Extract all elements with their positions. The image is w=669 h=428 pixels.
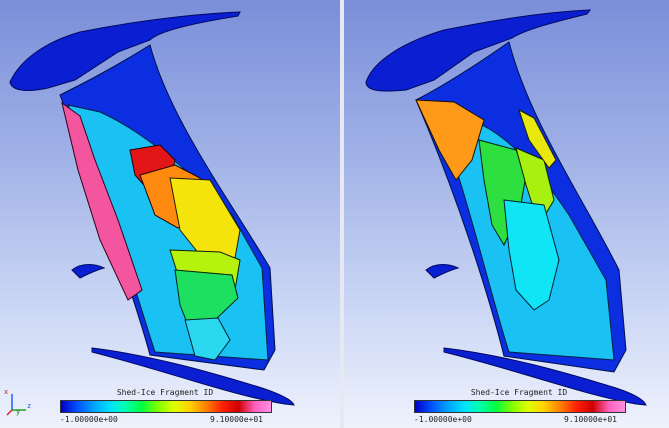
legend-max-label: 9.10000e+01 <box>210 415 263 424</box>
color-legend-right: Shed-Ice Fragment ID -1.00000e+00 9.1000… <box>414 388 664 428</box>
shed-ice-surface-left <box>9 11 295 406</box>
axis-y-label: y <box>16 408 21 416</box>
shed-ice-surface-right <box>365 9 647 406</box>
viewport-right[interactable]: Shed-Ice Fragment ID -1.00000e+00 9.1000… <box>344 0 669 428</box>
axis-x-label: x <box>4 388 9 396</box>
color-bar <box>60 400 272 413</box>
color-legend-left: Shed-Ice Fragment ID -1.00000e+00 9.1000… <box>60 388 310 428</box>
axis-triad-icon <box>6 394 26 416</box>
viewport-divider[interactable] <box>340 0 344 428</box>
legend-min-label: -1.00000e+00 <box>60 415 118 424</box>
legend-title: Shed-Ice Fragment ID <box>470 388 568 397</box>
color-bar <box>414 400 626 413</box>
legend-min-label: -1.00000e+00 <box>414 415 472 424</box>
legend-title: Shed-Ice Fragment ID <box>116 388 214 397</box>
axis-triad: x y z <box>4 388 34 418</box>
axis-z-label: z <box>27 402 32 410</box>
legend-max-label: 9.10000e+01 <box>564 415 617 424</box>
viewport-left[interactable]: x y z Shed-Ice Fragment ID -1.00000e+00 … <box>0 0 340 428</box>
